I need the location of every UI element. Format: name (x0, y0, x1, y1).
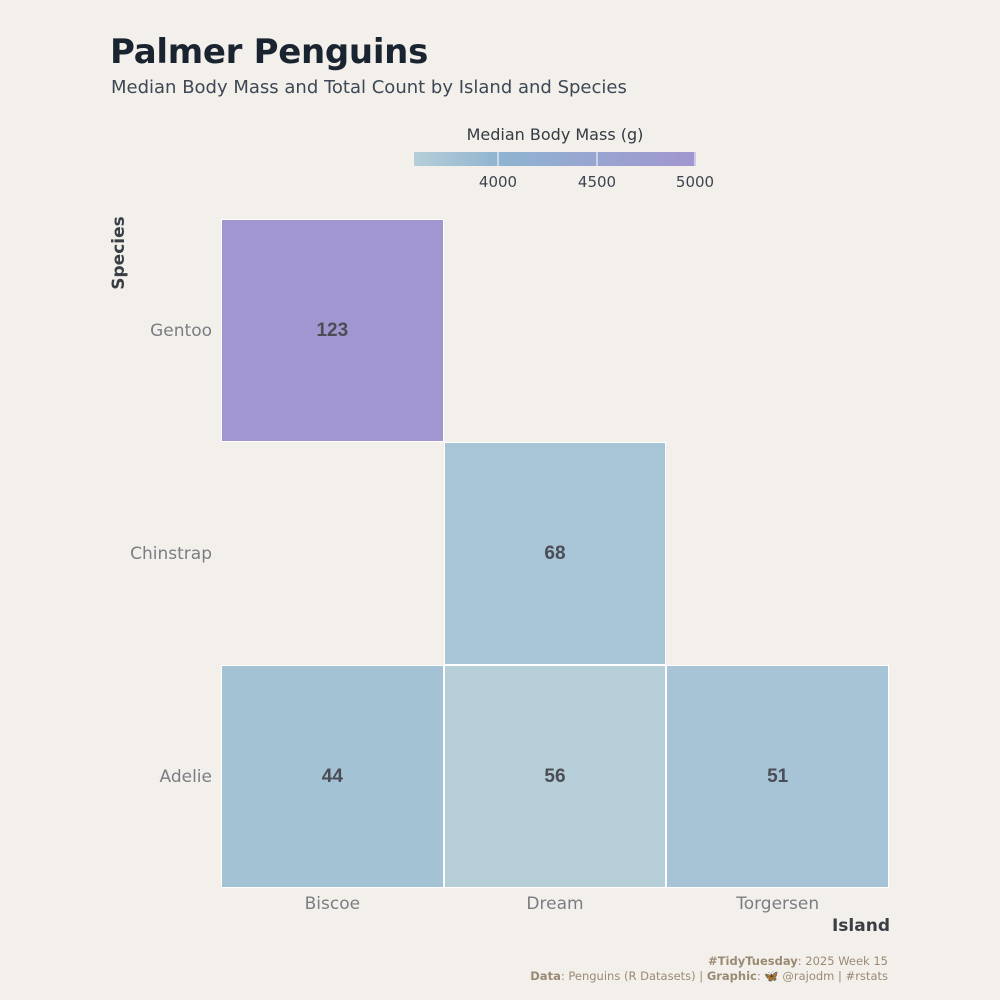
chart-subtitle: Median Body Mass and Total Count by Isla… (111, 77, 627, 98)
y-tick-label-gentoo: Gentoo (150, 320, 212, 341)
heatmap-tile-biscoe-adelie: 44 (221, 665, 444, 888)
heatmap-tile-torgersen-adelie: 51 (666, 665, 889, 888)
chart-title: Palmer Penguins (110, 32, 429, 72)
y-axis-title: Species (109, 216, 129, 290)
caption-data-value: : Penguins (R Datasets) | (560, 969, 707, 983)
tile-count-label: 51 (767, 765, 789, 787)
x-axis-title: Island (831, 916, 890, 936)
heatmap-tile-dream-chinstrap: 68 (443, 442, 667, 665)
tile-count-label: 123 (316, 319, 349, 341)
x-tick-label-biscoe: Biscoe (304, 894, 361, 914)
caption-week: : 2025 Week 15 (797, 954, 888, 968)
legend-tick-label-4500: 4500 (577, 173, 617, 191)
y-tick-label-adelie: Adelie (159, 766, 213, 787)
tile-count-label: 68 (544, 542, 566, 564)
x-tick-label-dream: Dream (526, 894, 584, 914)
caption-line-2: Data: Penguins (R Datasets) | Graphic: 🦋… (530, 969, 888, 983)
heatmap-tile-dream-adelie: 56 (443, 665, 667, 888)
x-tick-label-torgersen: Torgersen (736, 894, 820, 914)
legend-tick-label-5000: 5000 (675, 173, 715, 191)
caption-hashtag: #TidyTuesday (708, 954, 798, 968)
caption-data-label: Data (530, 969, 561, 983)
legend-title: Median Body Mass (g) (466, 125, 644, 144)
legend-tick-label-4000: 4000 (478, 173, 518, 191)
caption-line-1: #TidyTuesday: 2025 Week 15 (708, 954, 888, 968)
y-tick-label-chinstrap: Chinstrap (130, 543, 212, 564)
caption-graphic-label: Graphic (706, 969, 757, 983)
caption-graphic-value: : 🦋 @rajodm | #rstats (756, 969, 888, 983)
tile-count-label: 56 (544, 765, 566, 787)
heatmap-tile-biscoe-gentoo: 123 (221, 219, 444, 442)
tile-count-label: 44 (321, 765, 343, 787)
legend-colorbar (414, 152, 696, 166)
